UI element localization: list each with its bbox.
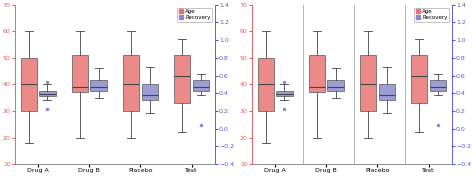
PathPatch shape xyxy=(328,80,344,92)
PathPatch shape xyxy=(39,92,55,96)
PathPatch shape xyxy=(258,58,274,111)
PathPatch shape xyxy=(21,58,37,111)
PathPatch shape xyxy=(72,55,88,92)
Legend: Age, Recovery: Age, Recovery xyxy=(414,8,449,22)
PathPatch shape xyxy=(276,92,292,96)
PathPatch shape xyxy=(379,84,395,100)
PathPatch shape xyxy=(309,55,325,92)
PathPatch shape xyxy=(193,80,209,92)
PathPatch shape xyxy=(430,80,446,92)
PathPatch shape xyxy=(142,84,158,100)
PathPatch shape xyxy=(360,55,376,111)
PathPatch shape xyxy=(91,80,107,92)
PathPatch shape xyxy=(123,55,139,111)
PathPatch shape xyxy=(174,55,191,103)
Legend: Age, Recovery: Age, Recovery xyxy=(177,8,212,22)
PathPatch shape xyxy=(411,55,428,103)
